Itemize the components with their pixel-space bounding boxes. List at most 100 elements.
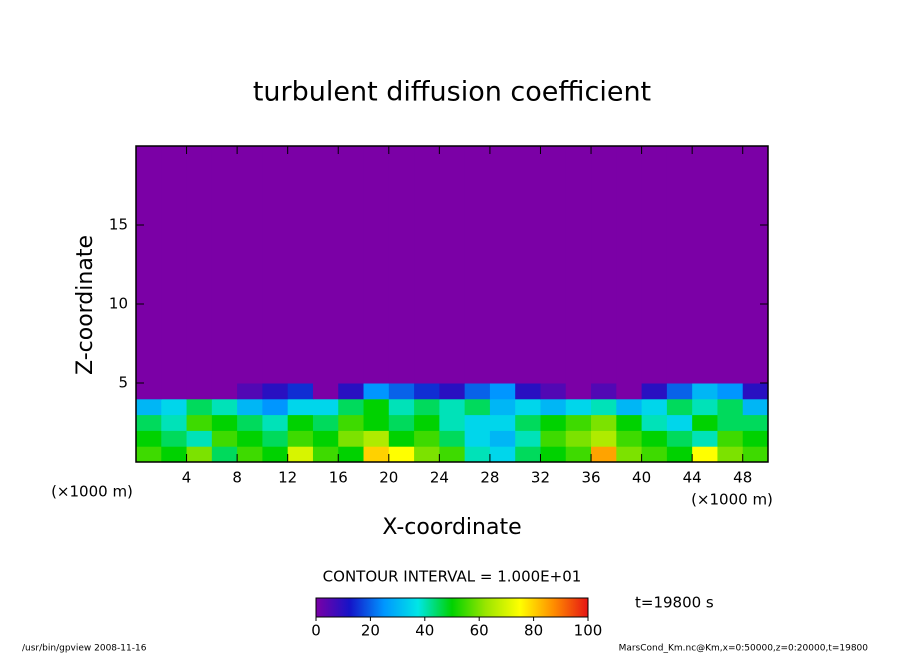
field-cell bbox=[287, 146, 314, 384]
field-cell bbox=[262, 383, 289, 400]
x-tick-label: 12 bbox=[278, 469, 297, 487]
field-cell bbox=[338, 146, 365, 384]
x-tick-label: 20 bbox=[379, 469, 398, 487]
field-cell bbox=[641, 383, 668, 400]
field-cell bbox=[237, 398, 263, 416]
field-cell bbox=[742, 430, 769, 447]
field-cell bbox=[439, 398, 466, 416]
footer-right: MarsCond_Km.nc@Km,x=0:50000,z=0:20000,t=… bbox=[619, 644, 869, 654]
field-cell bbox=[186, 414, 213, 431]
field-cell bbox=[439, 430, 466, 447]
field-cell bbox=[287, 383, 314, 400]
field-cell bbox=[414, 383, 440, 400]
field-cell bbox=[186, 446, 213, 463]
field-cell bbox=[591, 446, 617, 463]
field-cell bbox=[262, 430, 289, 447]
field-cell bbox=[742, 446, 769, 463]
field-cell bbox=[717, 398, 744, 416]
field-cell bbox=[439, 414, 466, 431]
colorbar-tick-label: 60 bbox=[470, 622, 489, 640]
field-cell bbox=[616, 430, 643, 447]
field-cell bbox=[464, 146, 491, 384]
field-cell bbox=[540, 430, 567, 447]
field-cell bbox=[388, 414, 415, 431]
field-cell bbox=[591, 398, 617, 416]
field-cell bbox=[565, 430, 592, 447]
y-tick-label: 15 bbox=[109, 216, 128, 234]
field-cell bbox=[464, 414, 491, 431]
field-cell bbox=[136, 414, 162, 431]
colorbar-tick-label: 0 bbox=[311, 622, 321, 640]
field-cell bbox=[591, 414, 617, 431]
field-cell bbox=[717, 146, 744, 384]
field-cell bbox=[388, 446, 415, 463]
field-cell bbox=[489, 383, 516, 400]
x-tick-label: 32 bbox=[531, 469, 550, 487]
field-cell bbox=[591, 146, 617, 384]
field-cell bbox=[641, 446, 668, 463]
field-cell bbox=[616, 446, 643, 463]
x-tick-label: 36 bbox=[581, 469, 600, 487]
field-cell bbox=[186, 383, 213, 400]
field-cell bbox=[161, 414, 188, 431]
x-tick-label: 44 bbox=[683, 469, 702, 487]
colorbar-tick-label: 40 bbox=[415, 622, 434, 640]
field-cell bbox=[363, 383, 390, 400]
field-cell bbox=[464, 398, 491, 416]
field-cell bbox=[211, 146, 238, 384]
y-tick-label: 10 bbox=[109, 295, 128, 313]
field-cell bbox=[540, 414, 567, 431]
field-cell bbox=[565, 398, 592, 416]
contour-interval: CONTOUR INTERVAL = 1.000E+01 bbox=[323, 568, 582, 586]
x-tick-label: 4 bbox=[182, 469, 192, 487]
field-cell bbox=[489, 430, 516, 447]
field-cell bbox=[641, 414, 668, 431]
field-cell bbox=[692, 383, 718, 400]
field-cell bbox=[262, 146, 289, 384]
field-cell bbox=[211, 383, 238, 400]
field-cell bbox=[338, 414, 365, 431]
field-cell bbox=[161, 398, 188, 416]
field-cell bbox=[565, 146, 592, 384]
field-cell bbox=[237, 414, 263, 431]
field-cell bbox=[237, 446, 263, 463]
field-cell bbox=[161, 430, 188, 447]
field-cell bbox=[312, 146, 339, 384]
field-cell bbox=[161, 446, 188, 463]
field-cell bbox=[489, 446, 516, 463]
field-cell bbox=[363, 414, 390, 431]
field-cell bbox=[312, 398, 339, 416]
field-cell bbox=[742, 414, 769, 431]
field-cell bbox=[262, 446, 289, 463]
field-cell bbox=[338, 430, 365, 447]
field-cell bbox=[338, 398, 365, 416]
field-cell bbox=[338, 446, 365, 463]
y-axis-label: Z-coordinate bbox=[73, 235, 98, 375]
field-cell bbox=[464, 383, 491, 400]
field-cell bbox=[464, 430, 491, 447]
field-cell bbox=[363, 398, 390, 416]
field-cell bbox=[565, 414, 592, 431]
field-cell bbox=[717, 430, 744, 447]
y-tick-label: 5 bbox=[118, 374, 128, 392]
field-cell bbox=[717, 383, 744, 400]
y-unit: (×1000 m) bbox=[51, 483, 133, 501]
field-cell bbox=[312, 430, 339, 447]
field-cell bbox=[136, 446, 162, 463]
field-cell bbox=[666, 383, 693, 400]
field-cell bbox=[161, 146, 188, 384]
field-cell bbox=[136, 398, 162, 416]
field-cell bbox=[565, 383, 592, 400]
field-cell bbox=[211, 414, 238, 431]
field-cell bbox=[136, 146, 162, 384]
field-cell bbox=[515, 414, 541, 431]
field-cell bbox=[338, 383, 365, 400]
field-cell bbox=[717, 446, 744, 463]
field-cell bbox=[515, 383, 541, 400]
field-cell bbox=[616, 146, 643, 384]
field-cell bbox=[287, 446, 314, 463]
field-cell bbox=[591, 383, 617, 400]
field-cell bbox=[186, 398, 213, 416]
x-unit: (×1000 m) bbox=[691, 491, 773, 509]
